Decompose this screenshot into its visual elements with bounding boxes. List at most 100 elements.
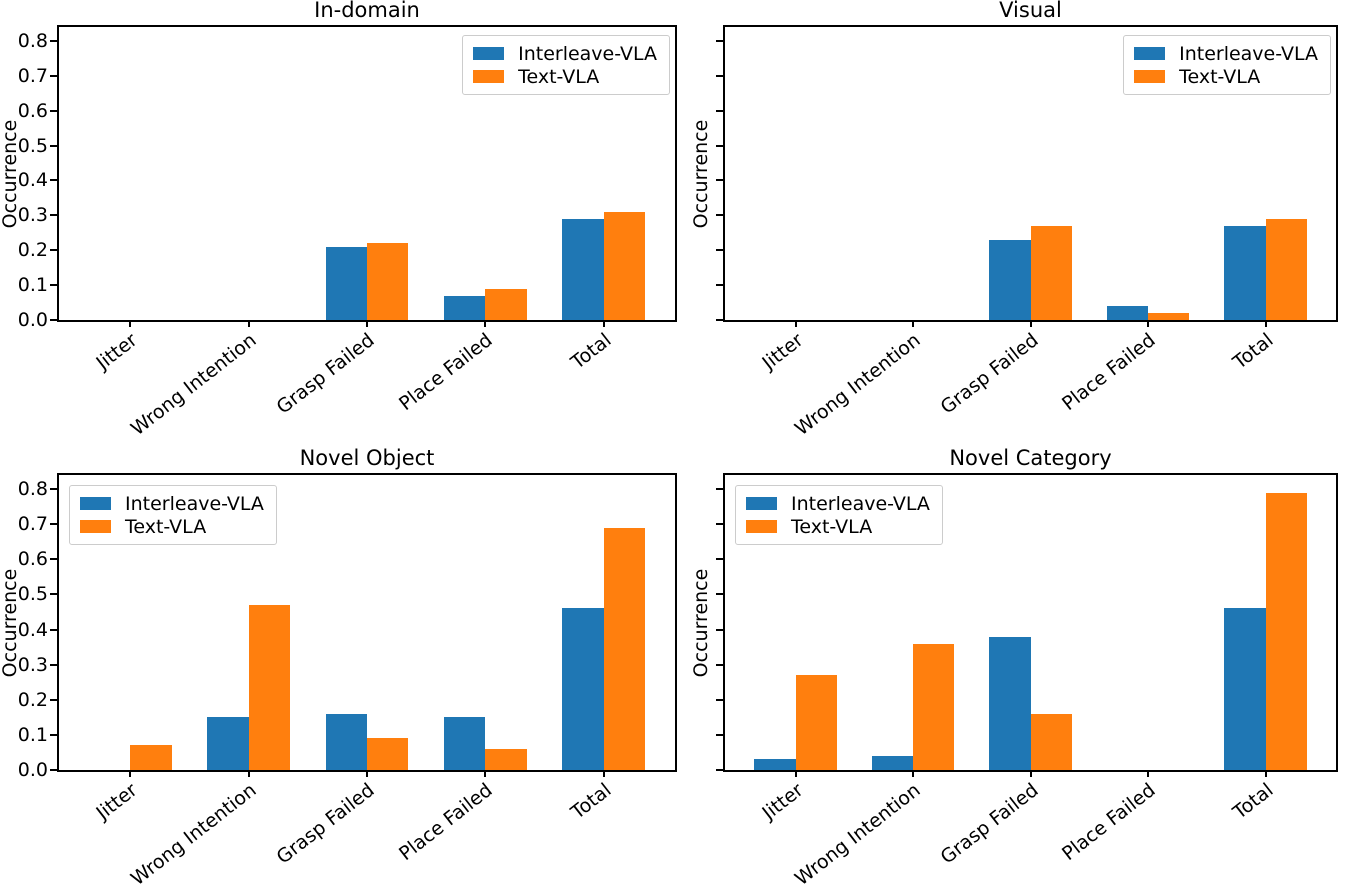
bar-text-vla-place-failed <box>1148 313 1190 320</box>
legend-row: Interleave-VLA <box>1134 42 1318 65</box>
y-tick-mark <box>716 488 723 491</box>
bar-interleave-vla-wrong-intention <box>871 755 913 770</box>
x-tick-mark <box>1264 320 1267 327</box>
x-tick-mark <box>247 770 250 777</box>
y-tick-mark <box>50 74 57 77</box>
bar-interleave-vla-grasp-failed <box>325 713 367 770</box>
y-tick-mark <box>50 319 57 321</box>
y-tick-mark <box>50 284 57 287</box>
legend-label-text-vla: Text-VLA <box>518 65 600 88</box>
y-tick-mark <box>50 733 57 736</box>
bar-text-vla-wrong-intention <box>913 643 955 770</box>
legend: Interleave-VLA Text-VLA <box>735 485 943 545</box>
bar-interleave-vla-wrong-intention <box>207 717 249 770</box>
legend-swatch-interleave-vla <box>746 497 777 510</box>
subplot-novel-object: Novel Object Occurrence 0.0 0.1 0.2 0.3 0.4 0.5… <box>0 446 677 884</box>
subplot-novel-category: Novel Category Occurrence Jitter Wrong Inte… <box>690 446 1338 884</box>
y-tick-mark <box>716 74 723 77</box>
y-tick-label: 0.5 <box>17 583 48 606</box>
x-tick-mark <box>1264 770 1267 777</box>
y-tick-label: 0.3 <box>17 653 48 676</box>
y-tick-mark <box>50 769 57 771</box>
y-tick-label: 0.7 <box>17 513 48 536</box>
chart-title: Novel Object <box>299 446 435 470</box>
bar-text-vla-grasp-failed <box>367 243 409 320</box>
y-tick-mark <box>716 39 723 42</box>
legend-swatch-text-vla <box>746 520 777 533</box>
y-tick-mark <box>50 628 57 631</box>
y-tick-label: 0.0 <box>17 309 48 331</box>
bar-interleave-vla-total <box>562 218 604 320</box>
y-tick-label: 0.4 <box>17 169 48 192</box>
x-tick-mark <box>1147 770 1149 777</box>
legend-label-interleave-vla: Interleave-VLA <box>1179 42 1318 65</box>
y-tick-mark <box>716 593 723 596</box>
legend-swatch-interleave-vla <box>1134 47 1166 60</box>
bar-text-vla-total <box>603 527 646 770</box>
x-tick-mark <box>602 320 605 327</box>
y-tick-mark <box>716 144 723 147</box>
x-tick-mark <box>794 770 797 777</box>
y-tick-mark <box>50 663 57 666</box>
legend-label-text-vla: Text-VLA <box>1179 65 1261 88</box>
y-tick-label: 0.1 <box>17 274 48 297</box>
y-tick-label: 0.3 <box>17 204 48 227</box>
y-tick-mark <box>50 488 57 491</box>
x-tick-mark <box>912 320 914 327</box>
legend-label-interleave-vla: Interleave-VLA <box>125 492 264 515</box>
y-tick-mark <box>50 593 57 596</box>
chart-title: In-domain <box>314 0 420 22</box>
x-tick-label-jitter: Jitter <box>757 779 808 825</box>
bar-text-vla-total <box>603 211 646 320</box>
x-tick-label-jitter: Jitter <box>92 779 142 825</box>
x-tick-mark <box>366 770 368 777</box>
y-tick-label: 0.6 <box>17 548 48 571</box>
legend: Interleave-VLA Text-VLA <box>69 485 277 545</box>
chart-title: Novel Category <box>949 446 1112 470</box>
x-tick-mark <box>129 320 132 327</box>
subplot-visual: Visual Occurrence Jitter Wrong Intention Gra… <box>690 0 1338 440</box>
y-tick-label: 0.4 <box>17 618 48 641</box>
y-tick-label: 0.8 <box>17 478 48 501</box>
y-tick-mark <box>716 769 723 771</box>
bar-interleave-vla-total <box>1224 608 1266 770</box>
y-tick-label: 0.6 <box>17 99 48 122</box>
y-tick-label: 0.2 <box>17 688 48 711</box>
x-tick-mark <box>484 770 487 777</box>
x-tick-mark <box>366 320 368 327</box>
y-tick-mark <box>50 558 57 561</box>
legend-row: Text-VLA <box>746 515 930 538</box>
y-tick-mark <box>716 319 723 321</box>
legend-swatch-text-vla <box>1134 70 1166 83</box>
bar-interleave-vla-total <box>1224 225 1266 320</box>
legend-row: Text-VLA <box>80 515 264 538</box>
y-tick-mark <box>716 284 723 287</box>
legend-row: Interleave-VLA <box>746 492 930 515</box>
bar-text-vla-jitter <box>130 745 172 770</box>
bar-interleave-vla-jitter <box>754 759 796 770</box>
y-tick-label: 0.5 <box>17 134 48 157</box>
x-tick-mark <box>1029 770 1032 777</box>
y-tick-mark <box>716 109 723 112</box>
bar-interleave-vla-grasp-failed <box>325 246 367 320</box>
y-tick-label: 0.7 <box>17 64 48 87</box>
bar-interleave-vla-total <box>562 608 604 770</box>
y-tick-mark <box>50 249 57 252</box>
x-tick-mark <box>602 770 605 777</box>
y-tick-mark <box>50 523 57 526</box>
y-tick-mark <box>716 558 723 561</box>
subplot-in-domain: In-domain Occurrence 0.0 0.1 0.2 0.3 0.4 0.5 0.6… <box>0 0 677 440</box>
y-tick-mark <box>716 663 723 666</box>
legend: Interleave-VLA Text-VLA <box>1123 35 1331 95</box>
legend: Interleave-VLA Text-VLA <box>462 35 670 95</box>
bar-text-vla-total <box>1265 492 1307 770</box>
x-tick-mark <box>1147 320 1149 327</box>
legend-swatch-text-vla <box>473 70 505 83</box>
legend-row: Text-VLA <box>1134 65 1318 88</box>
y-tick-mark <box>716 179 723 182</box>
bar-text-vla-grasp-failed <box>1030 713 1072 770</box>
y-axis-label: Occurrence <box>690 568 712 677</box>
legend-row: Interleave-VLA <box>473 42 657 65</box>
bar-text-vla-grasp-failed <box>367 738 409 770</box>
